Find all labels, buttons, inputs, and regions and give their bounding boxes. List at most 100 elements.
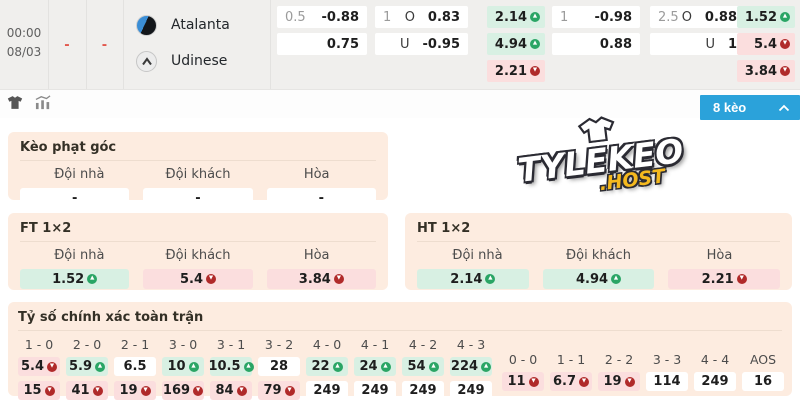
col-header-draw: Hòa bbox=[706, 248, 733, 263]
odds-value: 79 bbox=[263, 383, 282, 398]
score-odds-cell[interactable]: 41 bbox=[66, 381, 108, 400]
odds-value: 10.5 bbox=[208, 359, 241, 374]
odds-1x2-cell[interactable]: 4.94 bbox=[487, 33, 545, 55]
trend-icon bbox=[95, 361, 106, 372]
score-odds-cell[interactable]: 249 bbox=[402, 381, 444, 400]
stats-icon[interactable] bbox=[34, 95, 52, 114]
corner-draw-odds[interactable]: - bbox=[266, 188, 376, 208]
score-away: - bbox=[101, 37, 108, 53]
score-odds-cell[interactable]: 54 bbox=[402, 357, 444, 376]
trend-icon bbox=[92, 385, 103, 396]
exact-score-section: Tỷ số chính xác toàn trận 1 - 0 5.4 15 2… bbox=[8, 302, 792, 400]
under-label: U bbox=[400, 36, 410, 52]
odds-value: 114 bbox=[653, 374, 681, 389]
ft-home-odds[interactable]: 1.52 bbox=[20, 269, 130, 289]
score-odds-cell[interactable]: 28 bbox=[258, 357, 300, 376]
score-column: 2 - 2 19 bbox=[598, 352, 640, 391]
handicap-ht-home-cell[interactable]: 1 -0.98 bbox=[552, 6, 640, 28]
odds-value: 1.52 bbox=[52, 271, 85, 287]
over-label: O bbox=[681, 9, 692, 25]
odds-1x2-cell[interactable]: 1.52 bbox=[737, 6, 795, 28]
trend-icon bbox=[236, 385, 247, 396]
score-odds-cell[interactable]: 24 bbox=[354, 357, 396, 376]
score-label: 2 - 0 bbox=[72, 337, 102, 352]
over-ht-cell[interactable]: 2.5 O 0.88 bbox=[650, 6, 745, 28]
score-odds-cell[interactable]: 224 bbox=[450, 357, 492, 376]
handicap-ht-away-cell[interactable]: 0.88 bbox=[552, 33, 640, 55]
score-column: 3 - 3 114 bbox=[646, 352, 688, 391]
score-odds-cell[interactable]: 249 bbox=[450, 381, 492, 400]
score-odds-cell[interactable]: 249 bbox=[694, 372, 736, 391]
handicap-ft-home-cell[interactable]: 0.5 -0.88 bbox=[277, 6, 367, 28]
odds-1x2-cell[interactable]: 5.4 bbox=[737, 33, 795, 55]
odds-value: 6.7 bbox=[552, 374, 577, 389]
ht-draw-odds[interactable]: 2.21 bbox=[668, 269, 781, 289]
ht-away-odds[interactable]: 4.94 bbox=[542, 269, 655, 289]
score-label: AOS bbox=[749, 352, 777, 367]
odds-1x2-cell[interactable]: 3.84 bbox=[737, 60, 795, 82]
handicap-ft-away-cell[interactable]: 0.75 bbox=[277, 33, 367, 55]
score-odds-cell[interactable]: 22 bbox=[306, 357, 348, 376]
ft-away-odds[interactable]: 5.4 bbox=[143, 269, 253, 289]
score-odds-cell[interactable]: 11 bbox=[502, 372, 544, 391]
score-odds-cell[interactable]: 114 bbox=[646, 372, 688, 391]
onextwo-a-column: 2.14 4.94 2.21 bbox=[487, 6, 545, 82]
team-row-home[interactable]: Atalanta bbox=[136, 12, 230, 38]
odds-value: 2.14 bbox=[494, 9, 527, 25]
score-odds-cell[interactable]: 79 bbox=[258, 381, 300, 400]
total-line: 1 bbox=[383, 9, 392, 25]
trend-icon bbox=[243, 361, 254, 372]
score-label: 3 - 1 bbox=[216, 337, 246, 352]
score-odds-cell[interactable]: 249 bbox=[354, 381, 396, 400]
handicap-line: 1 bbox=[560, 9, 569, 25]
corner-away-odds[interactable]: - bbox=[143, 188, 253, 208]
markets-expand-button[interactable]: 8 kèo bbox=[700, 95, 800, 120]
kickoff-date: 08/03 bbox=[6, 45, 42, 60]
ft-draw-odds[interactable]: 3.84 bbox=[266, 269, 376, 289]
corner-home-odds[interactable]: - bbox=[20, 188, 130, 208]
score-odds-cell[interactable]: 16 bbox=[742, 372, 784, 391]
score-label: 0 - 0 bbox=[508, 352, 538, 367]
score-column-aos: AOS 16 bbox=[742, 352, 784, 391]
divider bbox=[48, 0, 49, 89]
score-label: 4 - 4 bbox=[700, 352, 730, 367]
score-label: 3 - 0 bbox=[168, 337, 198, 352]
trend-down-icon bbox=[736, 274, 747, 284]
team-row-away[interactable]: Udinese bbox=[136, 48, 227, 74]
over-ft-cell[interactable]: 1 O 0.83 bbox=[375, 6, 468, 28]
score-odds-cell[interactable]: 84 bbox=[210, 381, 252, 400]
score-odds-cell[interactable]: 169 bbox=[162, 381, 204, 400]
odds-value: 41 bbox=[71, 383, 90, 398]
score-column: 4 - 2 54 249 bbox=[402, 337, 444, 400]
score-odds-cell[interactable]: 19 bbox=[114, 381, 156, 400]
odds-value: 16 bbox=[753, 374, 773, 389]
score-label: 1 - 1 bbox=[556, 352, 586, 367]
exact-score-main-grid: 1 - 0 5.4 15 2 - 0 5.9 41 2 - 1 6.5 19 3… bbox=[18, 337, 492, 400]
odds-value: 3.84 bbox=[744, 63, 777, 79]
markets-count-label: 8 kèo bbox=[713, 100, 747, 115]
score-odds-cell[interactable]: 10.5 bbox=[208, 357, 254, 376]
onextwo-b-column: 1.52 5.4 3.84 bbox=[737, 6, 795, 82]
jersey-icon[interactable] bbox=[7, 95, 23, 114]
score-odds-cell[interactable]: 15 bbox=[18, 381, 60, 400]
odds-value: 2.21 bbox=[494, 63, 527, 79]
col-header-home: Đội nhà bbox=[452, 248, 503, 263]
odds-value: -0.95 bbox=[422, 36, 460, 52]
under-ft-cell[interactable]: U -0.95 bbox=[375, 33, 468, 55]
col-header-home: Đội nhà bbox=[54, 167, 105, 182]
score-odds-cell[interactable]: 6.5 bbox=[114, 357, 156, 376]
odds-value: -0.98 bbox=[594, 9, 632, 25]
score-odds-cell[interactable]: 6.7 bbox=[550, 372, 592, 391]
score-odds-cell[interactable]: 249 bbox=[306, 381, 348, 400]
odds-value: 5.9 bbox=[68, 359, 93, 374]
score-odds-cell[interactable]: 19 bbox=[598, 372, 640, 391]
score-odds-cell[interactable]: 5.9 bbox=[66, 357, 108, 376]
odds-1x2-cell[interactable]: 2.21 bbox=[487, 60, 545, 82]
score-odds-cell[interactable]: 5.4 bbox=[18, 357, 60, 376]
score-label: 1 - 0 bbox=[24, 337, 54, 352]
odds-1x2-cell[interactable]: 2.14 bbox=[487, 6, 545, 28]
score-odds-cell[interactable]: 10 bbox=[162, 357, 204, 376]
ht-home-odds[interactable]: 2.14 bbox=[417, 269, 529, 289]
